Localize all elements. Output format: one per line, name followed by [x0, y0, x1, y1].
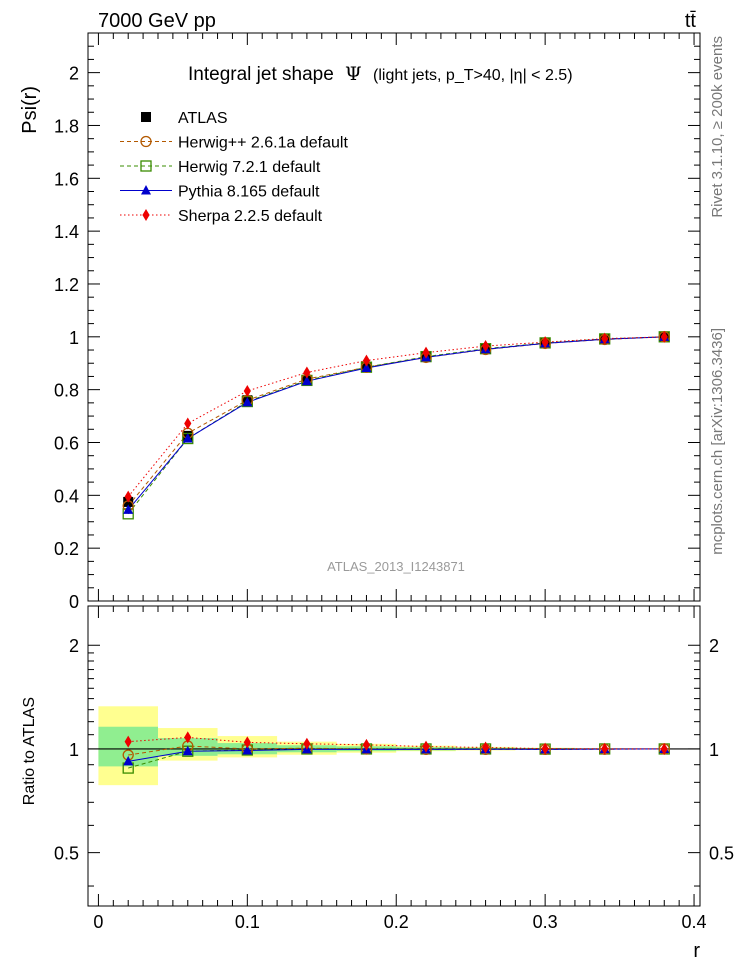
- y-tick-label: 1.2: [54, 275, 79, 295]
- x-axis-label: r: [693, 940, 700, 962]
- legend-marker: [141, 112, 151, 122]
- process-label: tt̄: [685, 10, 697, 32]
- data-point: [541, 336, 549, 349]
- ratio-series-line: [128, 736, 665, 750]
- main-plot: 0 0.2 0.4 0.6 0.8 1 1.2 1.4 1.6 1.8 2 Integral jet…: [19, 32, 701, 612]
- y-tick-label: 0.2: [54, 539, 79, 559]
- ratio-y-tick-label: 2: [69, 636, 79, 656]
- legend-marker: [141, 185, 151, 195]
- ratio-plot: 0.5 0.5 1 1 2 2 0 0.1 0.2 0.3 0.4 Ratio to ATLAS r: [21, 605, 734, 962]
- ratio-y-tick-label: 1: [69, 740, 79, 760]
- data-point: [123, 504, 134, 514]
- y-tick-label: 1.4: [54, 222, 79, 242]
- ratio-point: [541, 742, 549, 755]
- watermark-label: ATLAS_2013_I1243871: [327, 559, 465, 574]
- main-plot-ylabel: Psi(r): [19, 86, 41, 134]
- title-prefix: Integral jet shape: [188, 64, 334, 85]
- ratio-point: [184, 731, 192, 744]
- ratio-point: [660, 742, 668, 755]
- rivet-label: Rivet 3.1.10, ≥ 200k events: [709, 36, 726, 218]
- ratio-point: [422, 740, 430, 753]
- ratio-y-tick-label-right: 0.5: [709, 844, 734, 864]
- ratio-point: [601, 742, 609, 755]
- y-tick-label: 0.8: [54, 381, 79, 401]
- data-point: [242, 396, 253, 407]
- data-point: [601, 332, 609, 345]
- data-point: [362, 354, 371, 367]
- data-point: [422, 346, 430, 359]
- series-line: [127, 336, 665, 507]
- y-tick-label: 0.6: [54, 433, 79, 453]
- y-tick-label: 2: [69, 64, 79, 84]
- ratio-plot-axes: 0.5 0.5 1 1 2 2 0 0.1 0.2 0.3 0.4: [54, 606, 734, 932]
- legend-label: ATLAS: [178, 110, 228, 127]
- ratio-point: [242, 744, 253, 755]
- legend-marker: [140, 160, 152, 172]
- y-tick-label: 1: [69, 328, 79, 348]
- y-tick-label: 1.6: [54, 169, 79, 189]
- y-tick-label: 1.8: [54, 116, 79, 136]
- series-line: [127, 336, 665, 497]
- data-point: [303, 366, 311, 379]
- mcplots-label: mcplots.cern.ch [arXiv:1306.3436]: [709, 328, 726, 555]
- series-line: [127, 336, 665, 511]
- x-tick-label: 0.1: [235, 912, 260, 932]
- data-point: [481, 340, 490, 353]
- ratio-y-tick-label-right: 2: [709, 636, 719, 656]
- data-point: [124, 490, 132, 503]
- x-tick-label: 0: [93, 912, 103, 932]
- main-plot-title: Integral jet shape Ψ (light jets, p_T>40…: [188, 63, 573, 85]
- ratio-plot-frame: [87, 605, 701, 907]
- ratio-plot-marks: [88, 731, 700, 774]
- ratio-series-line: [128, 748, 665, 762]
- ratio-point: [123, 755, 134, 766]
- ratio-point: [182, 745, 193, 756]
- ratio-point: [362, 738, 371, 751]
- ratio-y-tick-label-right: 1: [709, 740, 719, 760]
- ratio-plot-ylabel: Ratio to ATLAS: [21, 697, 38, 805]
- legend-label: Pythia 8.165 default: [178, 184, 320, 201]
- legend-label: Herwig++ 2.6.1a default: [178, 135, 348, 152]
- data-point: [182, 433, 193, 443]
- title-symbol: Ψ: [345, 63, 362, 85]
- energy-label: 7000 GeV pp: [98, 10, 216, 32]
- legend: ATLAS Herwig++ 2.6.1a default Herwig 7.2.1…: [120, 110, 348, 225]
- x-tick-label: 0.2: [384, 912, 409, 932]
- legend-label: Sherpa 2.2.5 default: [178, 208, 323, 225]
- ratio-point: [481, 741, 490, 754]
- main-plot-marks: [122, 330, 670, 520]
- legend-label: Herwig 7.2.1 default: [178, 159, 321, 176]
- x-tick-label: 0.4: [682, 912, 707, 932]
- legend-marker: [140, 135, 152, 148]
- main-plot-frame: [87, 32, 701, 602]
- title-detail: (light jets, p_T>40, |η| < 2.5): [373, 67, 573, 84]
- data-point: [361, 362, 372, 372]
- main-plot-axes: 0 0.2 0.4 0.6 0.8 1 1.2 1.4 1.6 1.8 2: [54, 32, 700, 612]
- y-tick-label: 0: [69, 592, 79, 612]
- ratio-point: [303, 737, 311, 750]
- legend-marker: [142, 209, 150, 221]
- ratio-point: [124, 735, 132, 748]
- ratio-point: [243, 736, 251, 749]
- x-tick-label: 0.3: [533, 912, 558, 932]
- data-point: [660, 330, 668, 343]
- data-point: [184, 417, 192, 430]
- y-tick-label: 0.4: [54, 486, 79, 506]
- data-point: [301, 375, 312, 386]
- ratio-y-tick-label: 0.5: [54, 844, 79, 864]
- data-point: [243, 384, 251, 397]
